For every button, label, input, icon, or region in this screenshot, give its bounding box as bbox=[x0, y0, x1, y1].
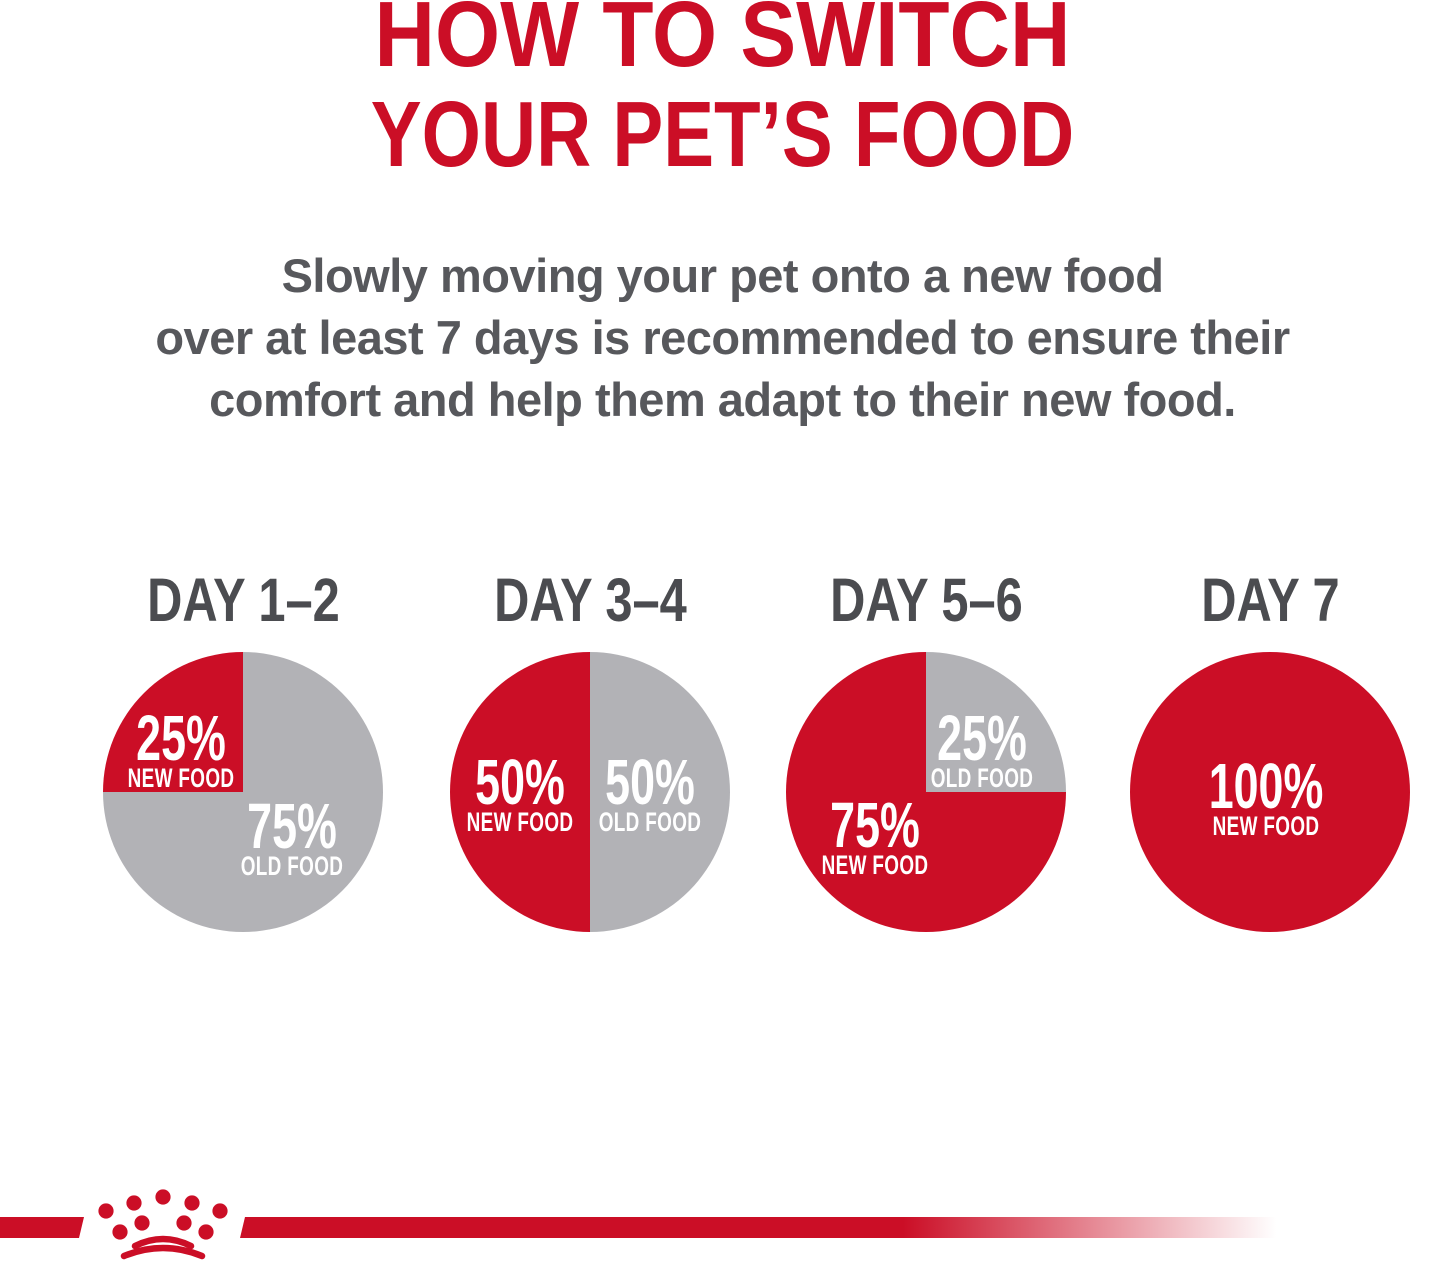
segment-caption: OLD FOOD bbox=[930, 763, 1034, 793]
percentage-value: 50% bbox=[475, 746, 565, 818]
page-title-line-2: YOUR PET’S FOOD bbox=[370, 82, 1075, 186]
day-title: DAY 3–4 bbox=[493, 566, 687, 634]
pie-slice-label-old-food: 25% OLD FOOD bbox=[930, 702, 1034, 793]
day-column-3-4: DAY 3–4 50% NEW FOOD 50% OLD FOOD bbox=[450, 565, 730, 932]
pie-slice-label-new-food: 100% NEW FOOD bbox=[1208, 750, 1324, 841]
segment-caption: NEW FOOD bbox=[821, 850, 929, 880]
percentage-value: 25% bbox=[136, 702, 226, 774]
pie-slice-label-new-food: 75% NEW FOOD bbox=[821, 789, 929, 880]
segment-caption: NEW FOOD bbox=[1212, 811, 1320, 841]
percentage-value: 25% bbox=[937, 702, 1027, 774]
pie-slice-label-new-food: 50% NEW FOOD bbox=[466, 746, 574, 837]
day-title: DAY 1–2 bbox=[146, 566, 340, 634]
day-column-1-2: DAY 1–2 25% NEW FOOD 75% OLD FOOD bbox=[103, 565, 383, 932]
percentage-value: 50% bbox=[605, 746, 695, 818]
pie-chart-day-5-6: 25% OLD FOOD 75% NEW FOOD bbox=[786, 652, 1066, 932]
percentage-value: 100% bbox=[1208, 750, 1324, 822]
pie-chart-day-7: 100% NEW FOOD bbox=[1130, 652, 1410, 932]
segment-caption: NEW FOOD bbox=[127, 763, 235, 793]
page-title: HOW TO SWITCH YOUR PET’S FOOD bbox=[0, 0, 1445, 184]
percentage-value: 75% bbox=[830, 789, 920, 861]
divider-bar-left bbox=[0, 1217, 84, 1238]
day-title: DAY 7 bbox=[1200, 566, 1340, 634]
day-column-5-6: DAY 5–6 25% OLD FOOD 75% NEW FOOD bbox=[786, 565, 1066, 932]
segment-caption: OLD FOOD bbox=[240, 851, 344, 881]
percentage-value: 75% bbox=[247, 790, 337, 862]
divider-bar-right bbox=[240, 1217, 1445, 1238]
subtitle: Slowly moving your pet onto a new food o… bbox=[155, 249, 1290, 426]
segment-caption: OLD FOOD bbox=[598, 807, 702, 837]
pie-slice-label-old-food: 50% OLD FOOD bbox=[598, 746, 702, 837]
day-column-7: DAY 7 100% NEW FOOD bbox=[1130, 565, 1410, 932]
pie-chart-day-1-2: 25% NEW FOOD 75% OLD FOOD bbox=[103, 652, 383, 932]
segment-caption: NEW FOOD bbox=[466, 807, 574, 837]
royal-canin-crown-icon bbox=[98, 1189, 228, 1260]
day-title: DAY 5–6 bbox=[829, 566, 1023, 634]
pie-chart-day-3-4: 50% NEW FOOD 50% OLD FOOD bbox=[450, 652, 730, 932]
pie-slice-label-new-food: 25% NEW FOOD bbox=[127, 702, 235, 793]
pie-slice-label-old-food: 75% OLD FOOD bbox=[240, 790, 344, 881]
page-title-line-1: HOW TO SWITCH bbox=[374, 0, 1071, 86]
